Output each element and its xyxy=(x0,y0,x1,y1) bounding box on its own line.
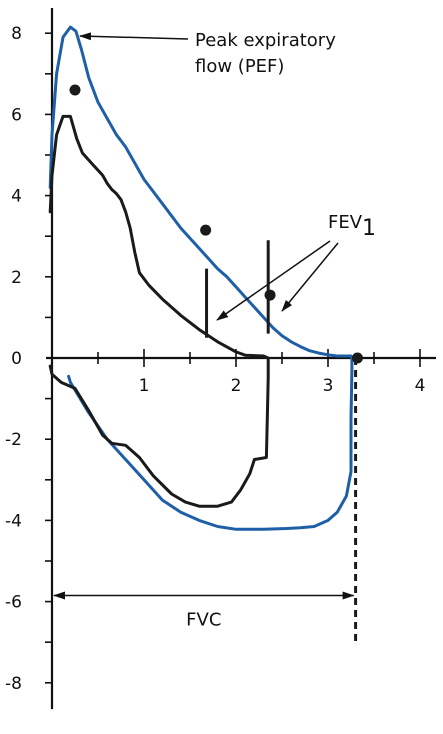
curves xyxy=(50,27,352,529)
fev1-annotation: FEV1 xyxy=(217,212,376,320)
fev1-arrow-left xyxy=(217,241,330,320)
fev1-label-main: FEV xyxy=(328,212,363,233)
fvc-annotation: FVC xyxy=(54,596,354,631)
y-tick-label: -8 xyxy=(5,674,22,694)
blue-flow-volume-loop xyxy=(50,27,352,529)
pef-label-line2: flow (PEF) xyxy=(195,56,284,77)
x-tick-label: 4 xyxy=(415,376,426,396)
fev1-arrow-right xyxy=(282,243,338,311)
y-tick-label: 6 xyxy=(11,105,22,125)
y-tick-label: 4 xyxy=(11,187,22,207)
y-tick-label: 2 xyxy=(11,268,22,288)
data-dot xyxy=(70,85,81,96)
fev1-label-subscript: 1 xyxy=(362,216,376,241)
data-dot xyxy=(200,225,211,236)
marks xyxy=(70,85,363,643)
y-tick-label: 8 xyxy=(11,24,22,44)
y-tick-label: -4 xyxy=(5,511,22,531)
data-dot xyxy=(352,353,363,364)
pef-annotation: Peak expiratory flow (PEF) xyxy=(80,30,336,77)
y-tick-label: -6 xyxy=(5,593,22,613)
data-dot xyxy=(265,290,276,301)
pef-arrow xyxy=(80,36,188,39)
fvc-label: FVC xyxy=(186,610,221,631)
y-tick-label: 0 xyxy=(11,349,22,369)
pef-label-line1: Peak expiratory xyxy=(195,30,336,51)
x-tick-label: 1 xyxy=(139,376,150,396)
fev1-label: FEV1 xyxy=(328,212,376,241)
y-tick-label: -2 xyxy=(5,430,22,450)
x-tick-label: 3 xyxy=(323,376,334,396)
x-tick-label: 2 xyxy=(231,376,242,396)
black-flow-volume-loop xyxy=(50,116,268,506)
